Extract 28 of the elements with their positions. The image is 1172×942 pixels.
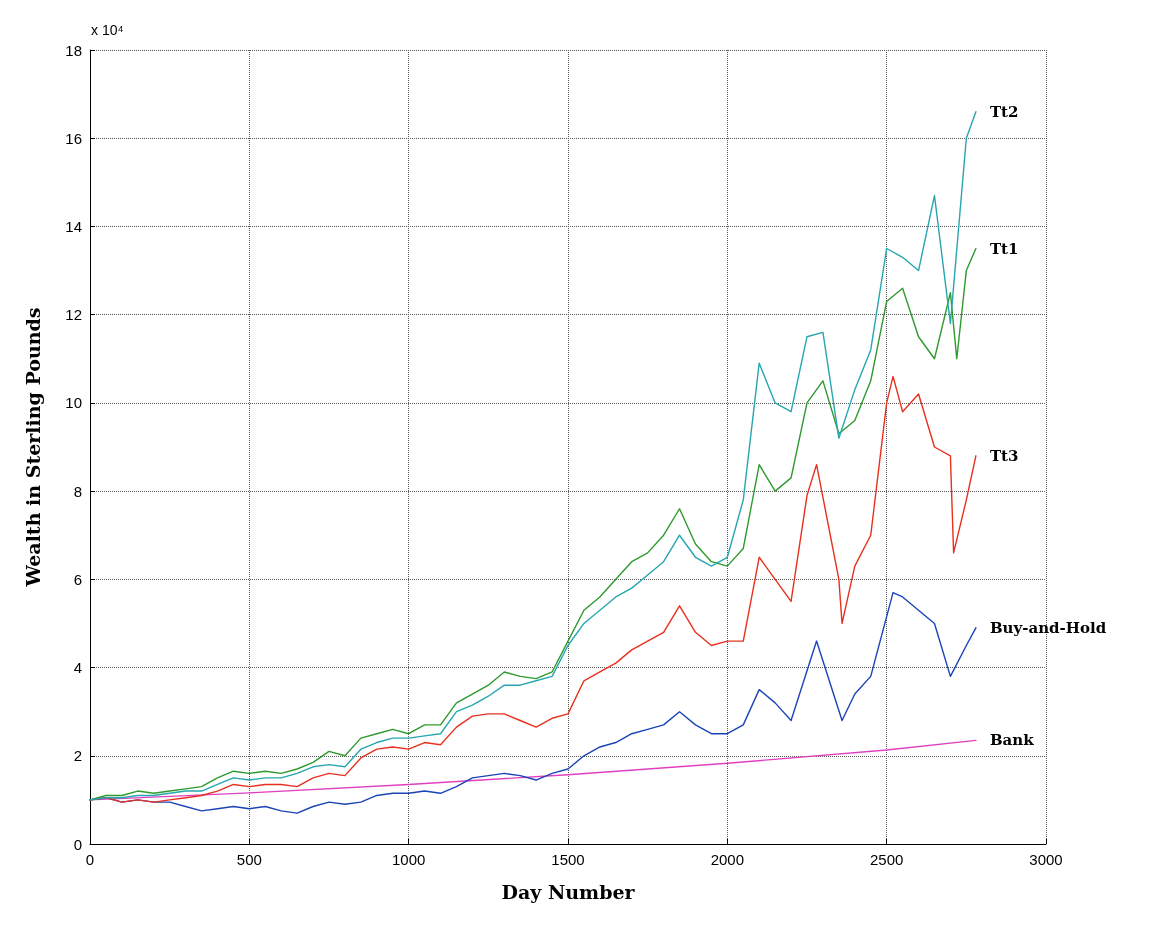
- line-series: [89, 739, 977, 801]
- x-tick-label: 2500: [869, 851, 904, 868]
- y-tick-label: 8: [73, 482, 82, 500]
- x-axis-title: Day Number: [501, 880, 636, 903]
- text: x 10⁴: [91, 22, 124, 38]
- y-tick-label: 18: [65, 41, 82, 59]
- x-tick-label: 0: [85, 851, 95, 868]
- y-tick-label: 0: [73, 835, 82, 853]
- y-tick-label: 16: [65, 129, 82, 147]
- series-label: Buy-and-Hold: [989, 618, 1107, 637]
- x-tick-label: 2000: [710, 851, 745, 868]
- y-tick-label: 10: [65, 394, 82, 412]
- x-tick-label: 1500: [551, 851, 585, 868]
- y-axis-title: Wealth in Sterling Pounds: [21, 307, 44, 588]
- y-tick-label: 12: [65, 306, 82, 324]
- line-series: [89, 111, 977, 801]
- x-tick-label: 500: [236, 851, 262, 868]
- series-label: Bank: [989, 731, 1035, 750]
- series-label: Tt3: [989, 446, 1019, 465]
- series-label: Tt1: [989, 239, 1019, 258]
- y-tick-label: 4: [73, 659, 82, 677]
- x-tick-label: 3000: [1029, 851, 1063, 868]
- y-tick-label: 2: [73, 747, 82, 765]
- y-tick-label: 14: [65, 217, 82, 235]
- line-series: [89, 247, 977, 801]
- x-tick-label: 1000: [391, 851, 426, 868]
- series-label: Tt2: [989, 102, 1019, 121]
- y-tick-label: 6: [73, 570, 82, 588]
